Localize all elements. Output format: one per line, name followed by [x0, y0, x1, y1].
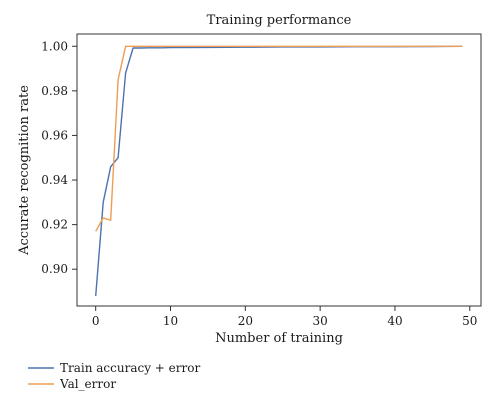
y-tick-label: 0.90 [41, 262, 68, 276]
x-tick-label: 50 [462, 314, 477, 328]
y-tick-label: 0.96 [41, 128, 68, 142]
y-tick-label: 0.92 [41, 218, 68, 232]
y-axis: 0.90 0.92 0.94 0.96 0.98 1.00 [41, 39, 77, 276]
x-tick-label: 40 [387, 314, 402, 328]
chart-title: Training performance [207, 13, 352, 28]
x-axis: 0 10 20 30 40 50 [92, 306, 477, 328]
legend: Train accuracy + error Val_error [28, 361, 200, 391]
y-tick-label: 0.98 [41, 84, 68, 98]
series-line-2 [95, 45, 463, 232]
x-tick-label: 20 [238, 314, 253, 328]
series-line-1 [95, 45, 463, 297]
y-tick-label: 1.00 [41, 39, 68, 53]
legend-label-1: Train accuracy + error [60, 361, 200, 375]
x-tick-label: 30 [313, 314, 328, 328]
x-tick-label: 0 [92, 314, 100, 328]
plot-area-frame [76, 33, 482, 307]
series-lines [95, 45, 463, 297]
x-axis-label: Number of training [215, 331, 343, 346]
legend-label-2: Val_error [59, 377, 116, 391]
y-tick-label: 0.94 [41, 173, 68, 187]
y-axis-label: Accurate recognition rate [17, 85, 32, 256]
x-tick-label: 10 [163, 314, 178, 328]
